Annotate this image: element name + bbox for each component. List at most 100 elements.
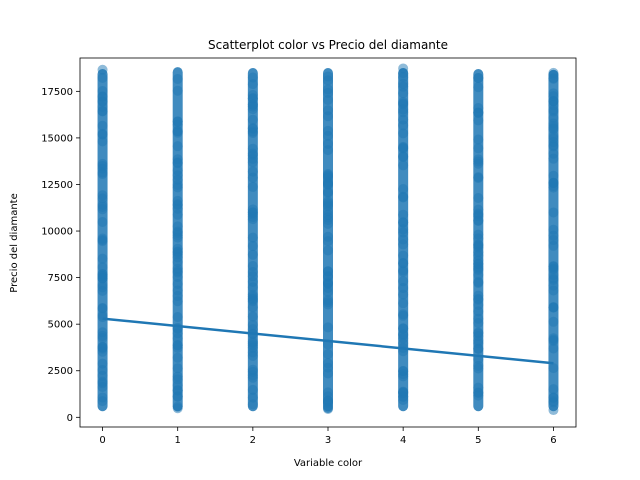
- data-point: [97, 392, 108, 403]
- data-point: [473, 327, 484, 338]
- data-point: [398, 395, 409, 406]
- data-point: [473, 299, 484, 310]
- data-point: [172, 243, 183, 254]
- data-point: [247, 384, 258, 395]
- data-point: [97, 216, 108, 227]
- data-point: [398, 128, 409, 139]
- data-point: [172, 285, 183, 296]
- data-point: [97, 167, 108, 178]
- y-tick-label: 0: [67, 413, 73, 424]
- data-point: [398, 192, 409, 203]
- data-point: [172, 322, 183, 333]
- data-point: [172, 73, 183, 84]
- data-point: [247, 319, 258, 330]
- data-point: [323, 170, 333, 181]
- data-point: [323, 125, 333, 136]
- data-point: [172, 116, 183, 127]
- point-column-4: [398, 63, 409, 412]
- data-point: [247, 276, 258, 287]
- data-point: [172, 230, 183, 241]
- data-point: [247, 99, 258, 110]
- y-tick-label: 10000: [41, 227, 73, 238]
- data-point: [97, 330, 108, 341]
- data-point: [548, 405, 559, 416]
- data-point: [398, 160, 409, 171]
- data-point: [548, 170, 559, 181]
- point-column-1: [172, 67, 183, 414]
- data-point: [473, 173, 484, 184]
- data-point: [548, 69, 559, 80]
- y-tick-label: 5000: [48, 320, 73, 331]
- data-point: [323, 95, 333, 106]
- data-point: [172, 340, 183, 351]
- data-point: [323, 87, 333, 98]
- y-axis: 0 2500 5000 7500 10000 12500 15000 17500: [41, 87, 80, 424]
- data-point: [247, 211, 258, 222]
- data-point: [548, 120, 559, 131]
- data-point: [398, 217, 409, 228]
- data-point: [97, 262, 108, 273]
- data-point: [247, 294, 258, 305]
- data-point: [473, 229, 484, 240]
- data-point: [398, 309, 409, 320]
- data-point: [97, 282, 108, 293]
- data-point: [323, 266, 333, 277]
- data-point: [548, 88, 559, 99]
- data-point: [323, 218, 333, 229]
- data-point: [97, 312, 108, 323]
- x-tick-label: 1: [175, 435, 181, 446]
- data-point: [398, 298, 409, 309]
- data-point: [247, 370, 258, 381]
- point-column-0: [97, 64, 108, 412]
- data-point: [473, 239, 484, 250]
- x-tick-label: 0: [99, 435, 105, 446]
- data-point: [172, 170, 183, 181]
- data-point: [247, 336, 258, 347]
- data-point: [473, 154, 484, 165]
- point-column-2: [247, 68, 258, 412]
- data-point: [97, 190, 108, 201]
- data-point: [473, 261, 484, 272]
- data-point: [473, 107, 484, 118]
- data-point: [247, 232, 258, 243]
- data-point: [398, 330, 409, 341]
- data-point: [172, 311, 183, 322]
- data-point: [97, 106, 108, 117]
- data-point: [323, 391, 333, 402]
- data-point: [548, 316, 559, 327]
- data-point: [398, 143, 409, 154]
- data-point: [97, 72, 108, 83]
- data-point: [398, 151, 409, 162]
- data-point: [323, 402, 333, 413]
- data-point: [323, 231, 333, 242]
- plot-area: [97, 63, 559, 416]
- data-point: [398, 283, 409, 294]
- data-point: [247, 114, 258, 125]
- data-point: [398, 104, 409, 115]
- data-point: [172, 352, 183, 363]
- data-point: [247, 143, 258, 154]
- point-column-5: [473, 68, 484, 412]
- data-point: [172, 272, 183, 283]
- data-point: [247, 166, 258, 177]
- data-point: [398, 265, 409, 276]
- data-point: [398, 114, 409, 125]
- data-point: [548, 335, 559, 346]
- data-point: [247, 127, 258, 138]
- data-point: [247, 267, 258, 278]
- data-point: [398, 323, 409, 334]
- data-point: [548, 384, 559, 395]
- data-point: [398, 183, 409, 194]
- y-axis-label: Precio del diamante: [9, 193, 20, 292]
- data-point: [323, 75, 333, 86]
- data-point: [97, 253, 108, 264]
- data-point: [548, 235, 559, 246]
- data-point: [172, 203, 183, 214]
- data-point: [172, 256, 183, 267]
- y-tick-label: 17500: [41, 87, 73, 98]
- data-point: [548, 343, 559, 354]
- data-point: [172, 391, 183, 402]
- data-point: [398, 234, 409, 245]
- data-point: [398, 258, 409, 269]
